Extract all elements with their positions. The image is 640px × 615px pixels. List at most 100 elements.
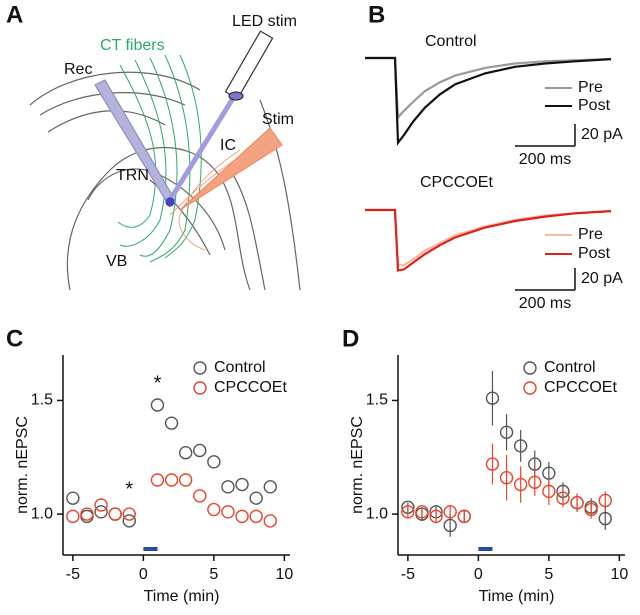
fiber (178, 149, 241, 251)
point (94, 498, 108, 512)
point (528, 475, 542, 489)
x-tick-label: 10 (610, 566, 628, 583)
stim-period (478, 547, 493, 551)
diagram (29, 30, 301, 291)
point (94, 505, 108, 519)
scalebar-label: 20 pA (581, 270, 623, 287)
x-tick-label: 5 (209, 566, 218, 583)
y-tick-label: 1.5 (31, 392, 53, 409)
recording-pipette (94, 79, 176, 205)
point (485, 457, 500, 471)
point (429, 509, 443, 524)
point (66, 491, 80, 505)
annotation: * (125, 478, 133, 500)
point (570, 496, 584, 510)
point (150, 398, 165, 412)
trace (365, 56, 612, 121)
scalebar-label: 20 pA (581, 126, 623, 143)
point (150, 473, 165, 487)
point (513, 477, 528, 492)
legend-label: Pre (578, 79, 603, 96)
point (249, 491, 263, 505)
x-tick-label: 5 (544, 566, 553, 583)
point (263, 480, 277, 494)
legend-marker (523, 381, 537, 395)
outline (259, 99, 301, 291)
point (235, 509, 249, 524)
trace (365, 208, 612, 272)
point (584, 502, 598, 517)
x-tick-label: 0 (474, 566, 483, 583)
legend-label: Post (578, 97, 611, 114)
legend-label: Post (578, 245, 611, 262)
point (598, 511, 612, 526)
trace (365, 208, 612, 267)
point (499, 471, 514, 485)
legend-marker (193, 361, 207, 375)
point (235, 477, 249, 492)
x-axis-label: Time (min) (479, 588, 555, 605)
x-tick-label: 0 (139, 566, 148, 583)
point (457, 509, 471, 524)
legend-label: Control (214, 359, 266, 376)
x-tick-label: -5 (401, 566, 415, 583)
point (178, 446, 193, 460)
outline (47, 110, 166, 133)
fiber (139, 57, 178, 257)
scalebar-label: 200 ms (519, 151, 571, 168)
point (415, 505, 429, 519)
panel-label: A (6, 1, 23, 28)
x-tick-label: -5 (66, 566, 80, 583)
legend-label: CPCCOEt (544, 379, 617, 396)
y-tick-label: 1.0 (366, 505, 388, 522)
diagram-label: Stim (262, 111, 294, 128)
point (401, 505, 415, 519)
point (207, 502, 221, 517)
trace-title: Control (425, 33, 477, 50)
y-axis-label: norm. nEPSC (14, 416, 31, 514)
diagram-label: TRN (116, 167, 149, 184)
point (193, 489, 207, 503)
stim-electrode (179, 127, 283, 211)
legend-marker (193, 381, 207, 395)
annotation: * (154, 372, 162, 394)
legend-label: Control (544, 359, 596, 376)
x-tick-label: 10 (275, 566, 293, 583)
point (108, 507, 122, 521)
point (528, 457, 542, 471)
trace-title: CPCCOEt (420, 174, 493, 191)
stim-period (143, 547, 158, 551)
point (221, 505, 235, 519)
diagram-label: LED stim (232, 13, 297, 30)
outline (29, 71, 201, 106)
point (164, 416, 179, 430)
point (122, 514, 136, 528)
legend-marker (523, 361, 537, 375)
point (485, 391, 500, 405)
panel-label: B (368, 1, 385, 28)
point (443, 518, 457, 533)
led-fiber (224, 30, 274, 100)
panel-label: C (6, 325, 23, 352)
diagram-label: Rec (64, 61, 92, 78)
point (207, 455, 221, 469)
scalebar-label: 200 ms (519, 295, 571, 312)
point (513, 439, 528, 453)
point (164, 473, 179, 487)
point (80, 507, 94, 521)
point (598, 493, 612, 508)
point (66, 509, 80, 524)
outline (229, 169, 266, 291)
fiber (117, 64, 157, 228)
point (263, 514, 277, 528)
y-axis-label: norm. nEPSC (349, 416, 366, 514)
fiber (169, 159, 236, 216)
led-tip (228, 91, 244, 101)
point (193, 443, 207, 458)
x-axis-label: Time (min) (144, 588, 220, 605)
point (556, 491, 570, 505)
point (122, 507, 136, 521)
panel-label: D (342, 325, 359, 352)
point (499, 425, 514, 439)
